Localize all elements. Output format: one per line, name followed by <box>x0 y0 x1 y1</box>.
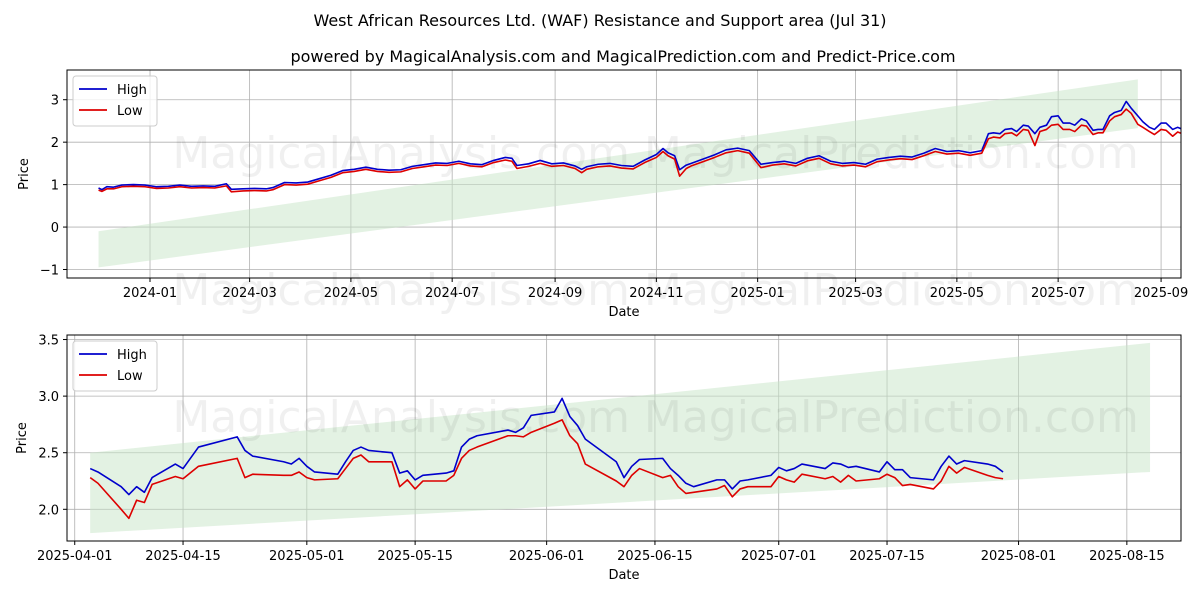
x-tick-label: 2025-06-15 <box>617 549 693 564</box>
x-tick-label: 2025-05-15 <box>377 549 453 564</box>
x-tick-label: 2025-09 <box>1134 286 1188 301</box>
plot-area-frame <box>66 334 1182 542</box>
support-resistance-band <box>90 342 1151 534</box>
x-tick-label: 2024-07 <box>425 286 479 301</box>
series-line-high <box>89 397 1004 496</box>
y-axis-label: Price <box>15 422 30 454</box>
x-tick-label: 2025-06-01 <box>509 549 585 564</box>
x-tick-label: 2024-05 <box>324 286 378 301</box>
y-tick-label: 0 <box>51 221 59 236</box>
y-tick-label: 2.5 <box>38 447 59 462</box>
x-tick-label: 2025-04-15 <box>145 549 221 564</box>
x-tick-label: 2025-05-01 <box>269 549 345 564</box>
x-tick-label: 2025-07 <box>1031 286 1085 301</box>
x-tick-label: 2025-08-01 <box>981 549 1057 564</box>
panel-top: MagicalAnalysis.com MagicalPrediction.com… <box>17 69 1188 320</box>
legend-label-high: High <box>117 348 147 363</box>
x-tick-label: 2024-09 <box>528 286 582 301</box>
x-axis-label: Date <box>608 568 639 583</box>
support-resistance-band <box>98 79 1138 268</box>
chart-title: West African Resources Ltd. (WAF) Resist… <box>313 11 886 30</box>
chart-subtitle: powered by MagicalAnalysis.com and Magic… <box>290 47 955 66</box>
series-line-high <box>98 100 1181 191</box>
x-tick-label: 2024-01 <box>123 286 177 301</box>
x-tick-label: 2025-01 <box>730 286 784 301</box>
watermark-right: MagicalPrediction.com <box>644 392 1139 443</box>
y-tick-label: −1 <box>40 264 59 279</box>
series-line-low <box>89 419 1004 520</box>
watermark-left: MagicalAnalysis.com <box>172 392 630 443</box>
x-tick-label: 2025-05 <box>930 286 984 301</box>
x-tick-label: 2025-04-01 <box>37 549 113 564</box>
series-line-low <box>98 108 1181 193</box>
x-tick-label: 2025-08-15 <box>1089 549 1165 564</box>
y-tick-label: 3.5 <box>38 334 59 349</box>
legend-label-low: Low <box>117 369 143 384</box>
x-tick-label: 2025-07-01 <box>741 549 817 564</box>
y-tick-label: 2.0 <box>38 503 59 518</box>
legend-label-low: Low <box>117 104 143 119</box>
x-tick-label: 2024-03 <box>222 286 276 301</box>
watermark-right-lower: MagicalPrediction.com <box>644 265 1139 316</box>
x-tick-label: 2025-07-15 <box>849 549 925 564</box>
y-tick-label: 3.0 <box>38 390 59 405</box>
x-tick-label: 2024-11 <box>629 286 683 301</box>
panel-bottom: MagicalAnalysis.com MagicalPrediction.com… <box>15 334 1182 583</box>
x-axis-label: Date <box>608 305 639 320</box>
x-tick-label: 2025-03 <box>828 286 882 301</box>
plot-area-frame <box>66 69 1182 279</box>
legend-label-high: High <box>117 83 147 98</box>
watermark-left-lower: MagicalAnalysis.com <box>172 265 630 316</box>
y-tick-label: 2 <box>51 136 59 151</box>
y-axis-label: Price <box>17 158 32 190</box>
y-tick-label: 1 <box>51 179 59 194</box>
y-tick-label: 3 <box>51 94 59 109</box>
